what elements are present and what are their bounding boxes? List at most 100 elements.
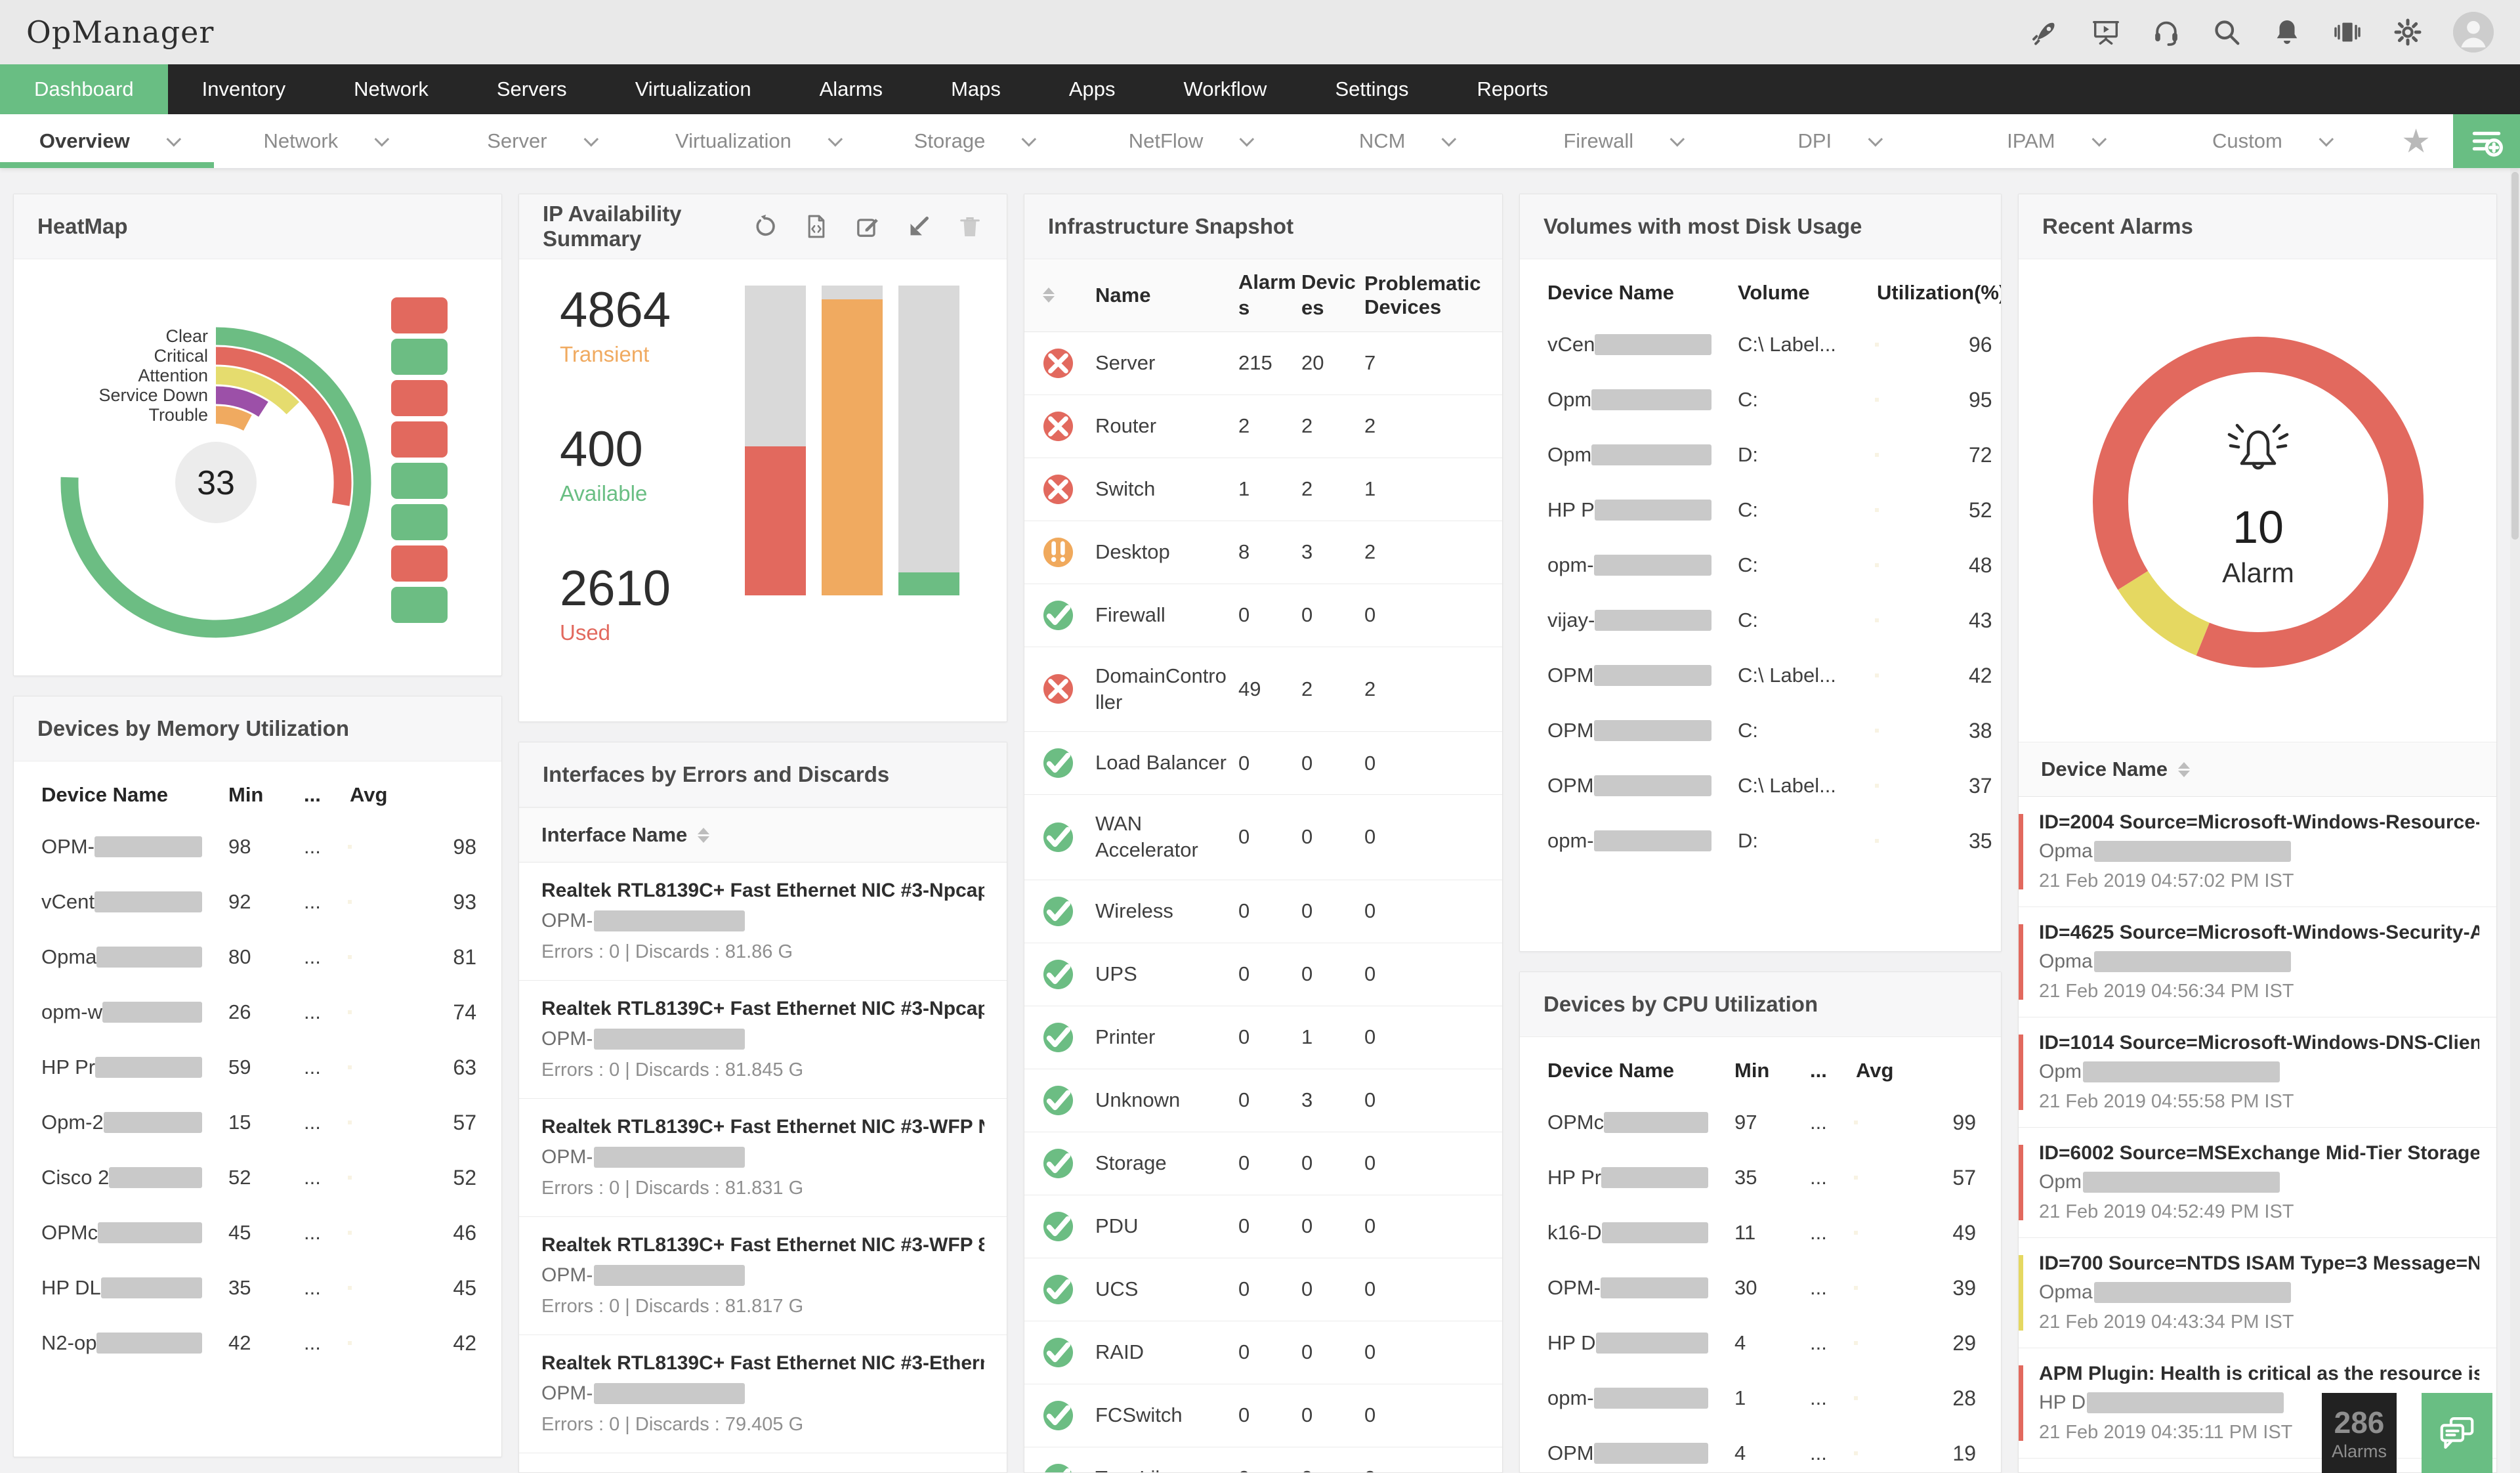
chevron-down-icon[interactable] bbox=[1021, 131, 1037, 147]
table-row[interactable]: Server 215 20 7 bbox=[1024, 332, 1502, 395]
table-row[interactable]: HP DL 35... 45 bbox=[41, 1260, 483, 1315]
bell-icon[interactable] bbox=[2272, 17, 2302, 47]
table-row[interactable]: OPM 4... 19 bbox=[1547, 1426, 1983, 1472]
table-row[interactable]: OPMc 97... 99 bbox=[1547, 1095, 1983, 1150]
headset-icon[interactable] bbox=[2151, 17, 2181, 47]
tab-custom[interactable]: Custom bbox=[2163, 114, 2380, 168]
report-icon[interactable] bbox=[803, 213, 830, 240]
table-row[interactable]: Router 2 2 2 bbox=[1024, 395, 1502, 458]
nav-item-virtualization[interactable]: Virtualization bbox=[635, 77, 751, 100]
table-row[interactable]: OPM C:\ Label... 42 bbox=[1547, 648, 1992, 703]
tab-network[interactable]: Network bbox=[217, 114, 433, 168]
tab-dpi[interactable]: DPI bbox=[1731, 114, 1947, 168]
edit-icon[interactable] bbox=[854, 213, 881, 240]
table-row[interactable]: vijay- C: 43 bbox=[1547, 593, 1992, 648]
heatmap-cell[interactable] bbox=[391, 504, 448, 540]
alarm-donut-chart[interactable]: 10 Alarm bbox=[2019, 259, 2496, 742]
table-row[interactable]: Opma 80... 81 bbox=[41, 929, 483, 985]
table-row[interactable]: Switch 1 2 1 bbox=[1024, 458, 1502, 521]
scrollbar-thumb[interactable] bbox=[2511, 172, 2519, 540]
list-item[interactable]: APM Plugin: Health is critical as the re… bbox=[2019, 1348, 2496, 1459]
table-row[interactable]: opm- D: 35 bbox=[1547, 813, 1992, 868]
table-row[interactable]: Load Balancer 0 0 0 bbox=[1024, 732, 1502, 796]
gear-icon[interactable] bbox=[2393, 17, 2423, 47]
nav-item-dashboard[interactable]: Dashboard bbox=[0, 64, 168, 114]
nav-item-alarms[interactable]: Alarms bbox=[819, 77, 883, 100]
tab-overview[interactable]: Overview bbox=[0, 114, 217, 168]
table-row[interactable]: TapeLibrary 0 0 0 bbox=[1024, 1447, 1502, 1472]
list-item[interactable]: ID=1014 Source=Microsoft-Windows-DNS-Cli… bbox=[2019, 1017, 2496, 1128]
chat-button[interactable] bbox=[2422, 1393, 2492, 1473]
interface-table-header[interactable]: Interface Name bbox=[519, 807, 1007, 863]
nav-item-reports[interactable]: Reports bbox=[1477, 77, 1549, 100]
heatmap-cell[interactable] bbox=[391, 339, 448, 375]
table-row[interactable]: RAID 0 0 0 bbox=[1024, 1321, 1502, 1384]
nav-item-maps[interactable]: Maps bbox=[951, 77, 1001, 100]
list-item[interactable]: ID=700 Source=NTDS ISAM Type=3 Message=N… bbox=[2019, 1238, 2496, 1348]
table-row[interactable]: UPS 0 0 0 bbox=[1024, 943, 1502, 1006]
nav-item-servers[interactable]: Servers bbox=[496, 77, 567, 100]
chevron-down-icon[interactable] bbox=[1670, 131, 1685, 147]
table-row[interactable]: UCS 0 0 0 bbox=[1024, 1258, 1502, 1321]
table-row[interactable]: Storage 0 0 0 bbox=[1024, 1132, 1502, 1195]
table-row[interactable]: opm-w 26... 74 bbox=[41, 985, 483, 1040]
table-row[interactable]: HP P C: 52 bbox=[1547, 482, 1992, 538]
infra-table-header[interactable]: Name Alarms Devices Problematic Devices bbox=[1024, 259, 1502, 332]
heatmap-cell[interactable] bbox=[391, 463, 448, 499]
alarm-table-header[interactable]: Device Name bbox=[2019, 742, 2496, 797]
chevron-down-icon[interactable] bbox=[374, 131, 390, 147]
table-row[interactable]: vCen C:\ Label... 96 bbox=[1547, 317, 1992, 372]
table-row[interactable]: OPM- 30... 39 bbox=[1547, 1260, 1983, 1315]
table-header[interactable]: Device Name Min... Avg bbox=[41, 783, 388, 806]
alarm-count-badge[interactable]: 286 Alarms bbox=[2322, 1393, 2397, 1473]
heatmap-cell[interactable] bbox=[391, 587, 448, 623]
heatmap-cell[interactable] bbox=[391, 297, 448, 333]
nav-item-apps[interactable]: Apps bbox=[1068, 77, 1116, 100]
table-row[interactable]: OPM- 98... 98 bbox=[41, 819, 483, 874]
table-row[interactable]: Desktop 8 3 2 bbox=[1024, 521, 1502, 584]
table-row[interactable]: Opm C: 95 bbox=[1547, 372, 1992, 427]
tab-server[interactable]: Server bbox=[432, 114, 649, 168]
nav-item-inventory[interactable]: Inventory bbox=[201, 77, 286, 100]
table-row[interactable]: WAN Accelerator 0 0 0 bbox=[1024, 795, 1502, 880]
table-header[interactable]: Device Name Volume Utilization(%) bbox=[1547, 281, 2002, 304]
list-item[interactable]: ID=4625 Source=Microsoft-Windows-Securit… bbox=[2019, 907, 2496, 1017]
delete-icon[interactable] bbox=[957, 213, 983, 240]
tab-ncm[interactable]: NCM bbox=[1297, 114, 1514, 168]
chevron-down-icon[interactable] bbox=[1441, 131, 1457, 147]
table-row[interactable]: Cisco 2 52... 52 bbox=[41, 1150, 483, 1205]
heatmap-cell[interactable] bbox=[391, 380, 448, 416]
table-row[interactable]: HP Pr 59... 63 bbox=[41, 1040, 483, 1095]
heatmap-cell[interactable] bbox=[391, 421, 448, 458]
table-header[interactable]: Device Name Min... Avg bbox=[1547, 1059, 1894, 1082]
scrollbar[interactable] bbox=[2510, 168, 2520, 1473]
nav-item-workflow[interactable]: Workflow bbox=[1183, 77, 1267, 100]
chevron-down-icon[interactable] bbox=[828, 131, 843, 147]
nav-item-settings[interactable]: Settings bbox=[1335, 77, 1409, 100]
add-dashboard-button[interactable] bbox=[2453, 114, 2520, 168]
table-row[interactable]: N2-op 42... 42 bbox=[41, 1315, 483, 1371]
search-icon[interactable] bbox=[2212, 17, 2242, 47]
avatar[interactable] bbox=[2453, 12, 2494, 53]
heatmap-cell[interactable] bbox=[391, 545, 448, 582]
table-row[interactable]: vCent 92... 93 bbox=[41, 874, 483, 929]
table-row[interactable]: HP Pr 35... 57 bbox=[1547, 1150, 1983, 1205]
ip-stacked-bar[interactable] bbox=[745, 286, 806, 595]
table-row[interactable]: OPMc 45... 46 bbox=[41, 1205, 483, 1260]
table-row[interactable]: Unknown 0 3 0 bbox=[1024, 1069, 1502, 1132]
table-row[interactable]: PDU 0 0 0 bbox=[1024, 1195, 1502, 1258]
rocket-icon[interactable] bbox=[2030, 17, 2061, 47]
list-item[interactable]: Realtek RTL8139C+ Fast Ethernet NIC #3-W… bbox=[519, 1099, 1007, 1217]
tab-virtualization[interactable]: Virtualization bbox=[649, 114, 866, 168]
table-row[interactable]: Opm D: 72 bbox=[1547, 427, 1992, 482]
list-item[interactable]: Realtek RTL8139C+ Fast Ethernet NIC #3-N… bbox=[519, 863, 1007, 981]
tab-firewall[interactable]: Firewall bbox=[1514, 114, 1731, 168]
chevron-down-icon[interactable] bbox=[166, 131, 181, 147]
table-row[interactable]: opm- 1... 28 bbox=[1547, 1371, 1983, 1426]
table-row[interactable]: FCSwitch 0 0 0 bbox=[1024, 1384, 1502, 1447]
tab-ipam[interactable]: IPAM bbox=[1946, 114, 2163, 168]
chevron-down-icon[interactable] bbox=[2319, 131, 2334, 147]
tab-storage[interactable]: Storage bbox=[865, 114, 1082, 168]
refresh-icon[interactable] bbox=[752, 213, 778, 240]
chevron-down-icon[interactable] bbox=[1868, 131, 1883, 147]
